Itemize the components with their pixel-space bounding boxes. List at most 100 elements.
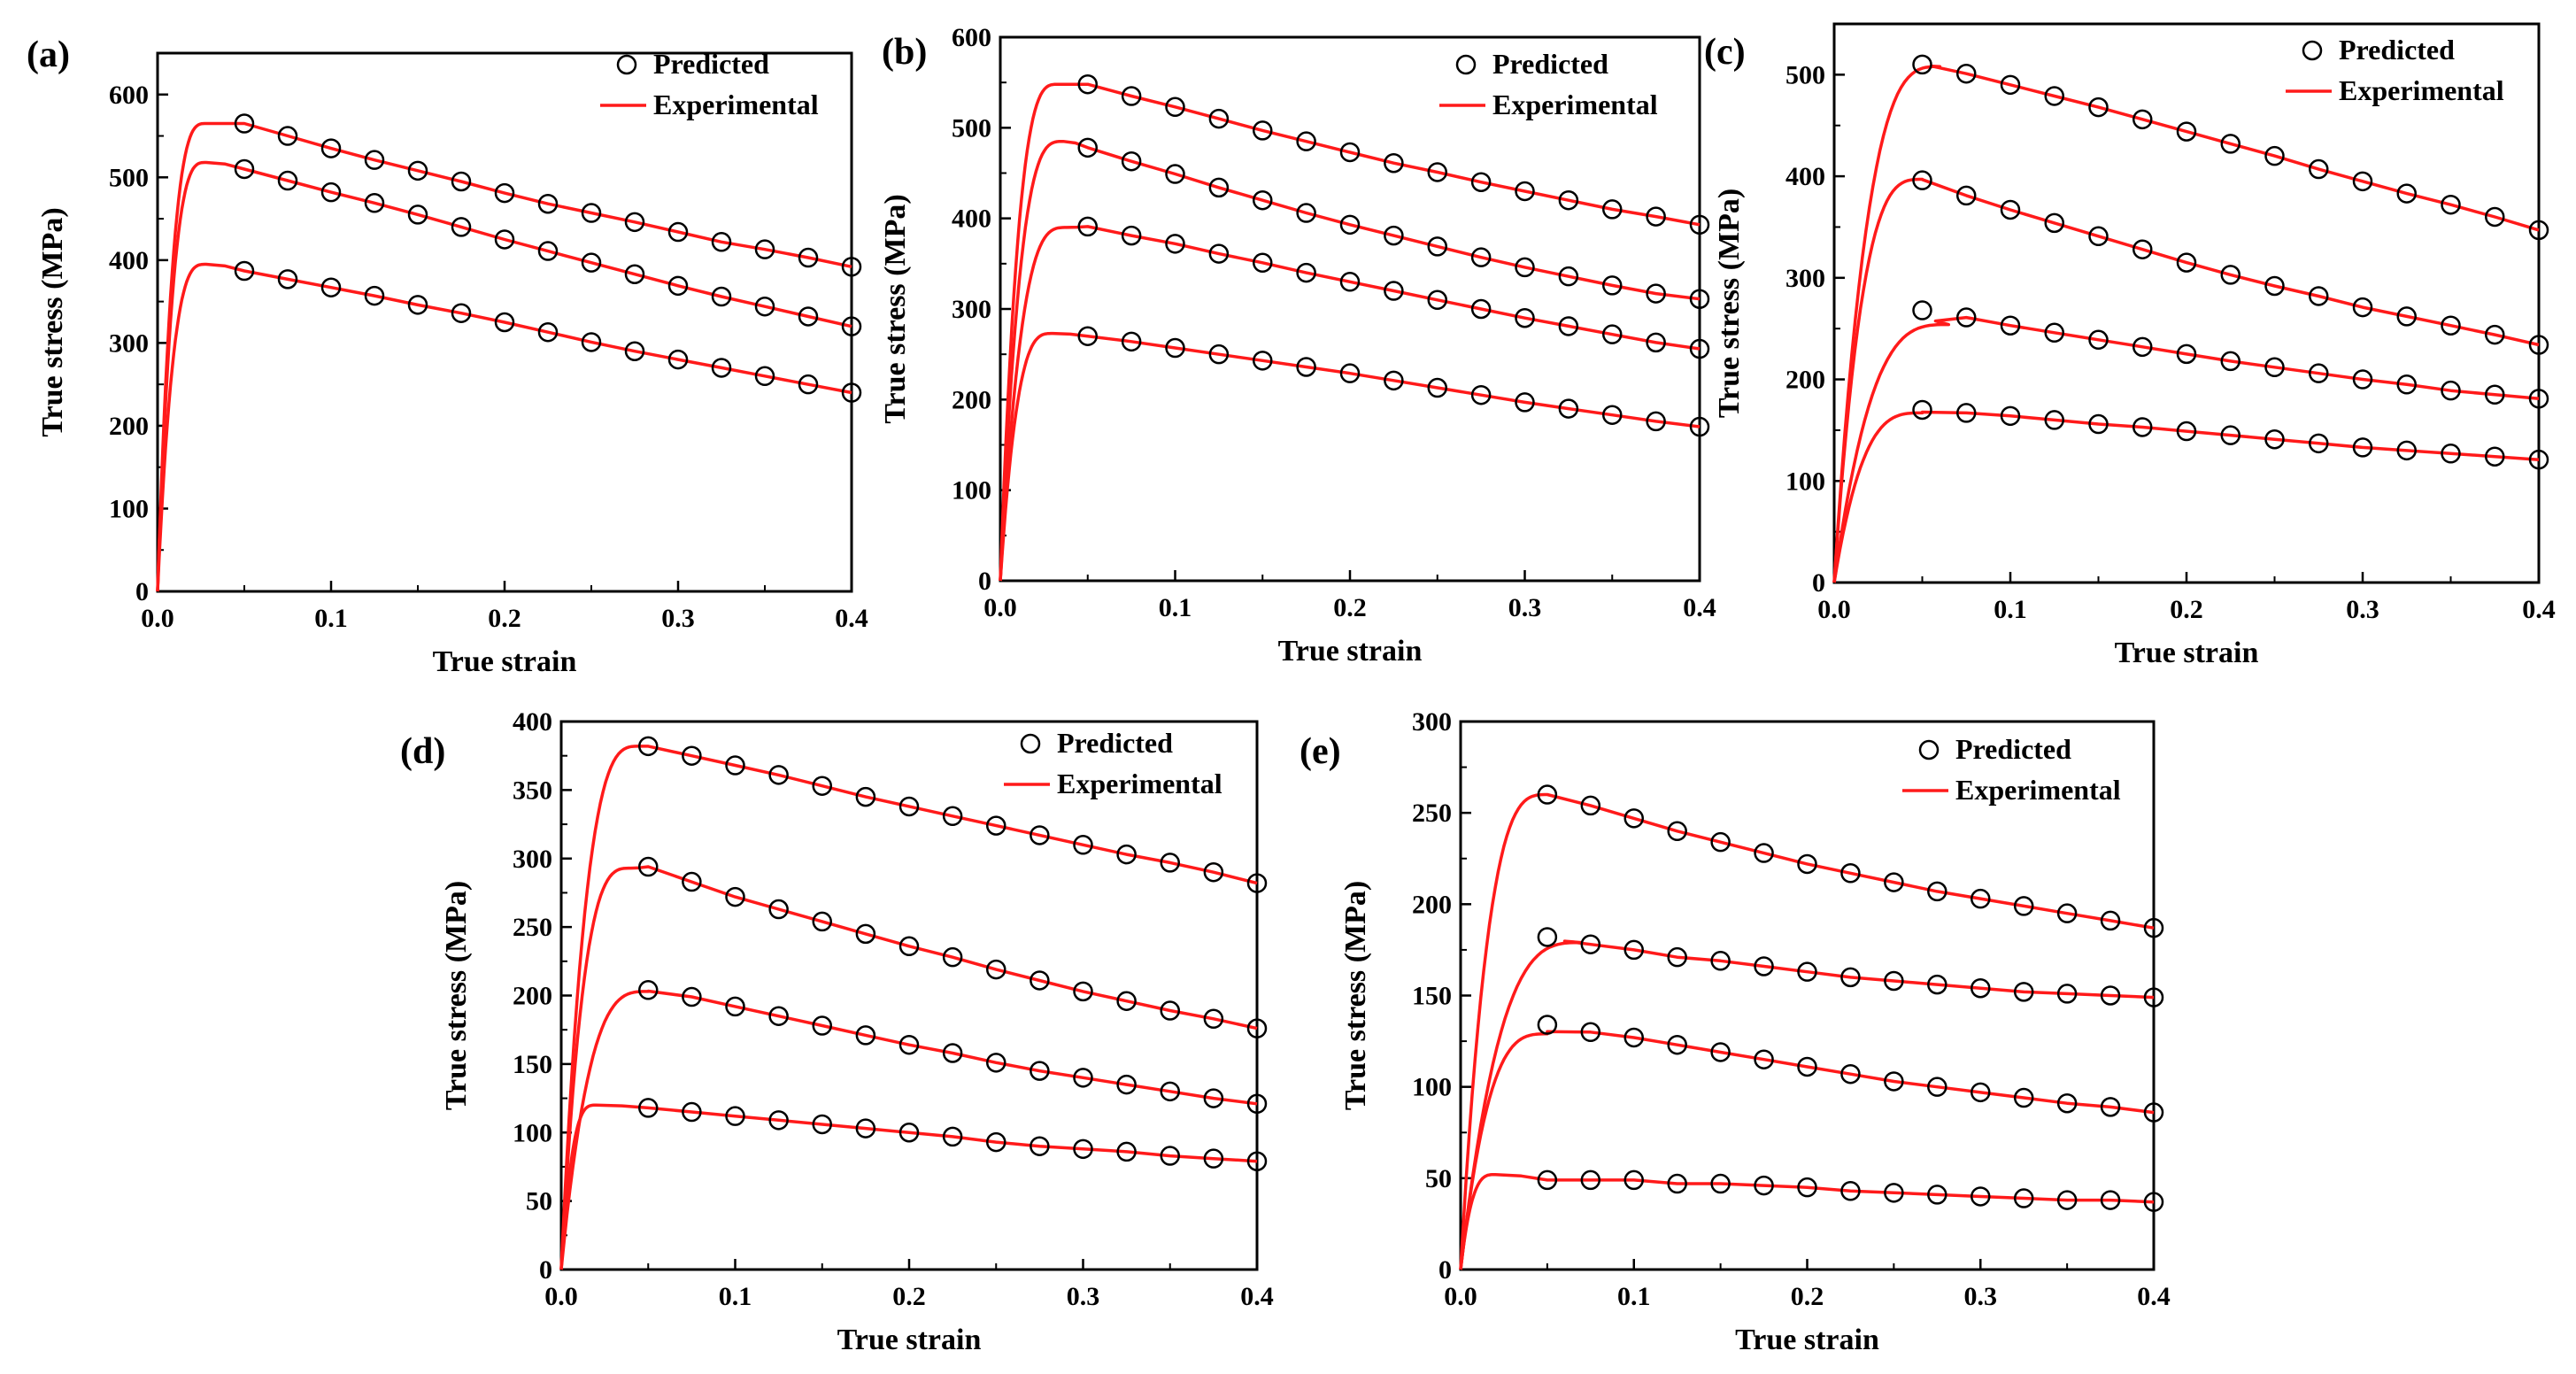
x-tick-label: 0.3 bbox=[1964, 1282, 1998, 1311]
legend-predicted-marker bbox=[1020, 733, 1041, 754]
y-tick-label: 300 bbox=[109, 328, 149, 358]
predicted-point bbox=[2088, 226, 2109, 247]
predicted-point bbox=[1558, 398, 1579, 419]
y-tick-label: 500 bbox=[952, 113, 991, 143]
predicted-point bbox=[899, 796, 920, 817]
predicted-point bbox=[2352, 171, 2373, 192]
predicted-point bbox=[2352, 297, 2373, 318]
predicted-point bbox=[1339, 214, 1361, 235]
y-tick-label: 0 bbox=[539, 1255, 552, 1285]
x-tick-label: 0.0 bbox=[1817, 595, 1851, 624]
predicted-point bbox=[1646, 411, 1666, 432]
y-tick-label: 300 bbox=[952, 295, 991, 324]
predicted-point bbox=[2528, 449, 2549, 470]
y-tick-label: 100 bbox=[1412, 1073, 1452, 1102]
predicted-point bbox=[1208, 108, 1230, 129]
predicted-point bbox=[1077, 326, 1098, 346]
predicted-point bbox=[1073, 835, 1093, 855]
predicted-point bbox=[1073, 1068, 1093, 1088]
predicted-point bbox=[2176, 421, 2197, 442]
predicted-point bbox=[2220, 425, 2241, 445]
y-tick-label: 400 bbox=[952, 205, 991, 234]
experimental-curve bbox=[1459, 1030, 2155, 1270]
panel-label: (e) bbox=[1300, 731, 1341, 772]
predicted-point bbox=[2441, 315, 2461, 336]
predicted-point bbox=[1912, 399, 1932, 421]
experimental-curve bbox=[999, 225, 1701, 582]
predicted-point bbox=[899, 1034, 920, 1055]
predicted-point bbox=[2309, 158, 2329, 180]
predicted-point bbox=[1602, 405, 1623, 425]
predicted-point bbox=[1160, 1146, 1180, 1166]
predicted-point bbox=[2044, 322, 2064, 344]
predicted-point bbox=[942, 1043, 963, 1063]
predicted-point bbox=[986, 959, 1006, 980]
predicted-point bbox=[2441, 380, 2461, 401]
predicted-point bbox=[855, 1025, 876, 1046]
predicted-point bbox=[1160, 1081, 1180, 1102]
y-tick-label: 200 bbox=[109, 412, 149, 441]
predicted-point bbox=[2264, 428, 2285, 450]
predicted-point bbox=[1030, 1061, 1050, 1081]
predicted-point bbox=[2309, 286, 2329, 306]
y-tick-label: 400 bbox=[1785, 162, 1825, 191]
experimental-curve bbox=[559, 865, 1258, 1270]
predicted-point bbox=[2133, 239, 2153, 259]
predicted-point bbox=[1927, 1185, 1947, 1205]
predicted-point bbox=[1203, 861, 1224, 883]
predicted-point bbox=[451, 171, 472, 192]
predicted-point bbox=[1077, 216, 1098, 237]
predicted-point bbox=[1253, 189, 1273, 211]
predicted-point bbox=[725, 755, 745, 776]
predicted-point bbox=[494, 312, 515, 333]
predicted-point bbox=[1797, 1056, 1817, 1077]
predicted-point bbox=[1208, 177, 1230, 198]
predicted-point bbox=[711, 286, 732, 307]
legend-predicted-marker bbox=[1918, 739, 1940, 760]
experimental-curve bbox=[999, 82, 1701, 582]
predicted-point bbox=[2143, 1102, 2164, 1123]
predicted-point bbox=[725, 996, 745, 1017]
predicted-point bbox=[2441, 194, 2461, 215]
predicted-point bbox=[1073, 1139, 1093, 1160]
predicted-point bbox=[2396, 374, 2417, 395]
predicted-point bbox=[1537, 927, 1558, 947]
experimental-curve bbox=[559, 989, 1258, 1270]
y-tick-label: 200 bbox=[952, 385, 991, 414]
predicted-point bbox=[1384, 152, 1404, 174]
predicted-point bbox=[682, 871, 702, 892]
predicted-point bbox=[1537, 1169, 1558, 1191]
predicted-point bbox=[1646, 283, 1666, 304]
predicted-point bbox=[581, 252, 602, 273]
predicted-point bbox=[1754, 1175, 1774, 1196]
x-tick-label: 0.1 bbox=[1617, 1282, 1651, 1311]
y-tick-label: 100 bbox=[109, 494, 149, 523]
predicted-point bbox=[986, 1131, 1006, 1153]
predicted-point bbox=[711, 232, 732, 252]
predicted-point bbox=[364, 285, 385, 306]
predicted-point bbox=[1208, 344, 1230, 365]
predicted-point bbox=[1296, 131, 1316, 151]
predicted-point bbox=[1710, 1042, 1731, 1062]
predicted-point bbox=[768, 1110, 789, 1131]
predicted-point bbox=[624, 341, 645, 361]
predicted-point bbox=[2100, 985, 2121, 1006]
predicted-point bbox=[1840, 967, 1861, 988]
predicted-point bbox=[1667, 946, 1687, 968]
panel-label: (d) bbox=[400, 731, 445, 772]
x-tick-label: 0.2 bbox=[2170, 595, 2203, 624]
predicted-point bbox=[1797, 1177, 1817, 1198]
predicted-point bbox=[1667, 821, 1687, 842]
predicted-point bbox=[1797, 961, 1817, 982]
predicted-point bbox=[2220, 134, 2241, 154]
predicted-point bbox=[1515, 257, 1535, 278]
predicted-point bbox=[2000, 405, 2021, 427]
predicted-point bbox=[1602, 275, 1623, 296]
y-tick-label: 200 bbox=[513, 982, 552, 1011]
x-tick-label: 0.0 bbox=[544, 1282, 578, 1311]
y-tick-label: 100 bbox=[1785, 467, 1825, 496]
experimental-curve bbox=[999, 331, 1701, 582]
predicted-point bbox=[2133, 336, 2153, 358]
predicted-point bbox=[798, 306, 819, 327]
y-tick-label: 400 bbox=[109, 246, 149, 275]
